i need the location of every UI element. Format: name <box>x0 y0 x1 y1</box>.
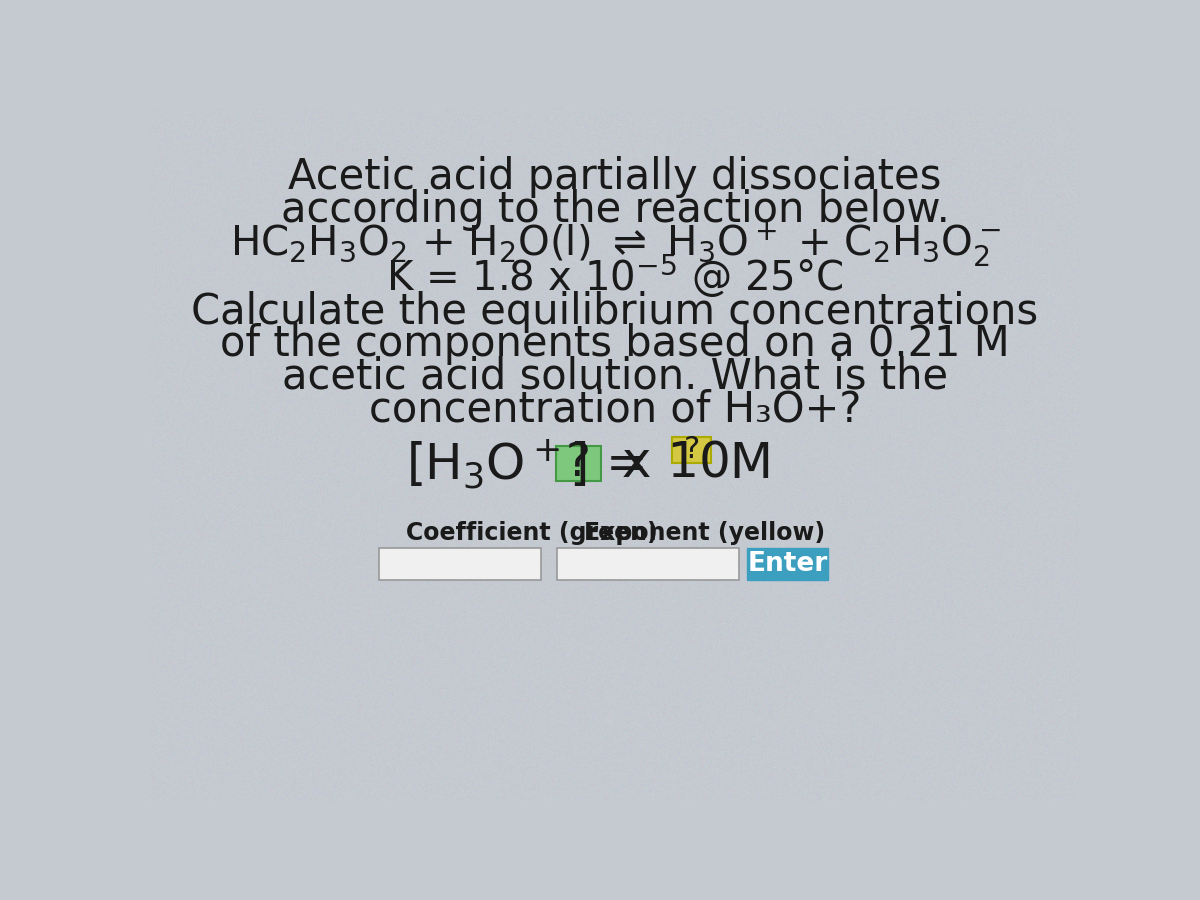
FancyBboxPatch shape <box>557 548 739 580</box>
Text: [H$_3$O$^+$] =: [H$_3$O$^+$] = <box>406 436 649 491</box>
Text: Coefficient (green): Coefficient (green) <box>406 521 658 545</box>
Text: M: M <box>714 440 773 488</box>
Text: Enter: Enter <box>748 551 828 577</box>
Text: Acetic acid partially dissociates: Acetic acid partially dissociates <box>288 157 942 198</box>
FancyBboxPatch shape <box>746 548 828 580</box>
Text: ?: ? <box>566 441 592 486</box>
Text: Exponent (yellow): Exponent (yellow) <box>584 521 826 545</box>
Text: of the components based on a 0.21 M: of the components based on a 0.21 M <box>220 323 1010 365</box>
Text: Calculate the equilibrium concentrations: Calculate the equilibrium concentrations <box>192 291 1038 333</box>
FancyBboxPatch shape <box>556 446 601 482</box>
Text: K = 1.8 x 10$^{-5}$ @ 25°C: K = 1.8 x 10$^{-5}$ @ 25°C <box>386 253 844 301</box>
Text: HC$_2$H$_3$O$_2$ + H$_2$O(l) $\rightleftharpoons$ H$_3$O$^+$ + C$_2$H$_3$O$_2^-$: HC$_2$H$_3$O$_2$ + H$_2$O(l) $\rightleft… <box>229 220 1001 269</box>
Text: according to the reaction below.: according to the reaction below. <box>281 189 949 230</box>
Text: x 10: x 10 <box>606 440 731 488</box>
FancyBboxPatch shape <box>379 548 541 580</box>
FancyBboxPatch shape <box>672 436 712 463</box>
Text: concentration of H₃O+?: concentration of H₃O+? <box>368 388 862 430</box>
Text: acetic acid solution. What is the: acetic acid solution. What is the <box>282 356 948 398</box>
Text: ?: ? <box>684 436 700 464</box>
